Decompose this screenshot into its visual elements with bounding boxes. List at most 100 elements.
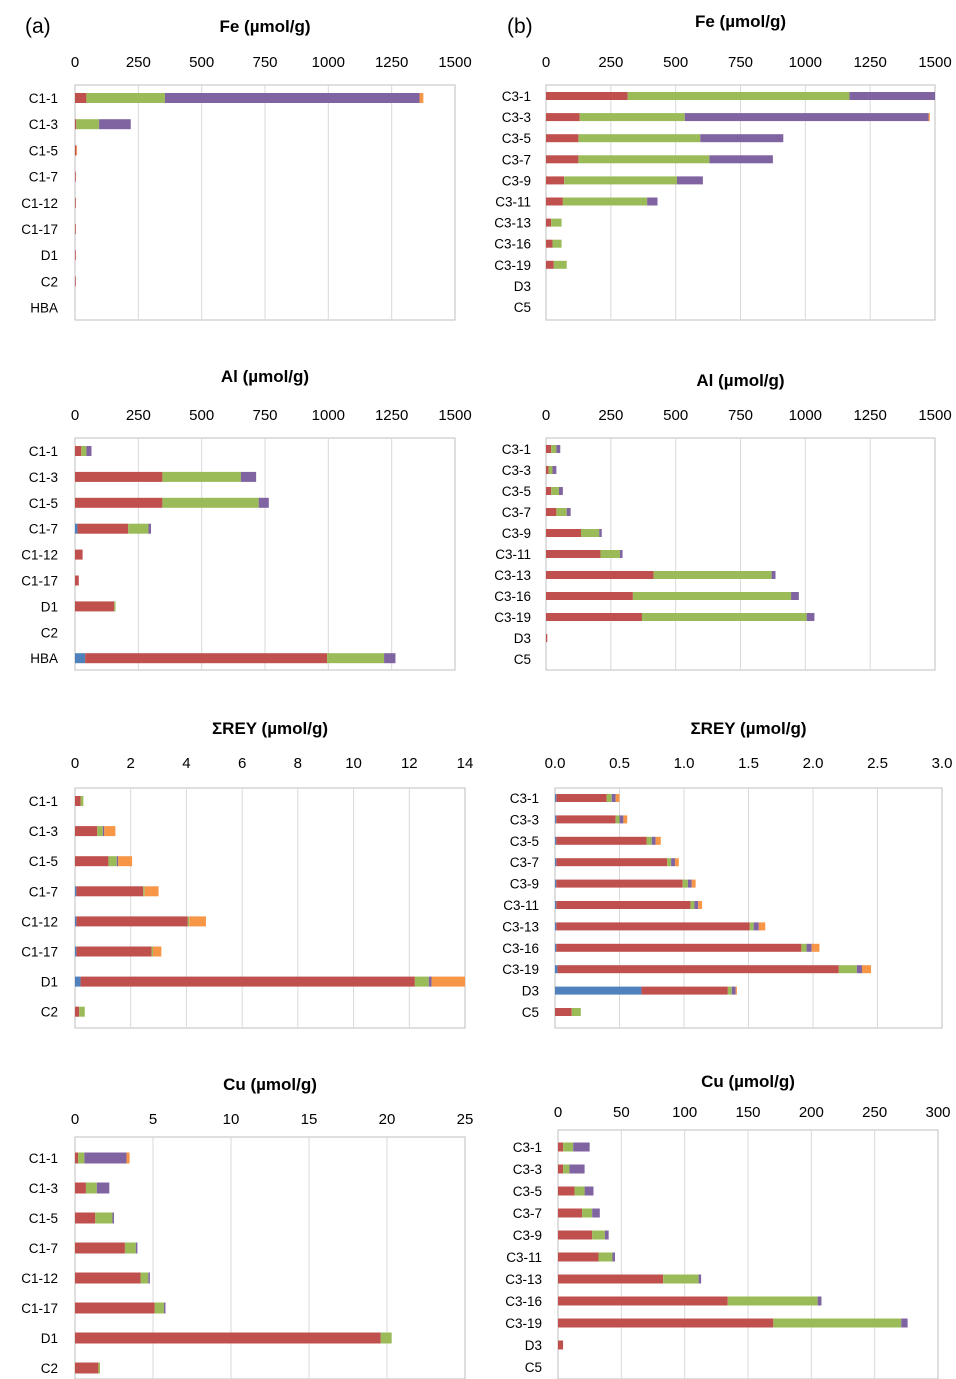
category-label: C3-16 [505,1294,542,1309]
category-label: HBA [30,301,58,316]
x-tick-label: 1000 [789,54,822,71]
x-tick-label: 14 [457,755,474,772]
panel-label-b: (b) [507,15,533,38]
bar-segment [651,836,656,845]
category-label: C3-9 [513,1228,542,1243]
bar-segment [189,916,206,927]
bar-segment [124,1242,136,1254]
bar-segment [163,1302,166,1314]
bar-segment [558,1230,593,1240]
bar-segment [75,575,79,586]
x-tick-label: 200 [799,1104,824,1121]
bar-segment [75,523,78,534]
bar-segment [694,901,699,909]
x-tick-label: 6 [238,755,246,772]
bar-segment [128,523,149,534]
bar-segment [75,1302,155,1314]
bar-segment [187,916,190,927]
bar-segment [604,1230,609,1240]
bar-segment [546,613,642,621]
bar-segment [566,508,571,516]
bar-segment [86,446,92,456]
category-label: D3 [525,1338,542,1353]
bar-segment [619,815,624,824]
category-label: C1-17 [21,945,58,960]
bar-segment [556,836,647,845]
x-tick-label: 750 [728,54,753,71]
category-label: C5 [514,300,531,315]
bar-segment [258,497,269,508]
category-label: C3-13 [505,1272,542,1287]
bar-segment [81,446,87,456]
bar-segment [78,1152,85,1164]
bar-segment [75,1152,79,1164]
bar-segment [546,92,628,100]
category-label: C1-3 [29,117,58,132]
category-label: C3-9 [510,877,539,892]
category-label: C3-19 [505,1316,542,1331]
category-label: D1 [41,599,58,614]
category-label: C3-3 [502,110,531,125]
bar-segment [571,1008,581,1016]
x-tick-label: 500 [189,54,214,71]
bar-segment [619,550,623,558]
bar-segment [75,976,81,987]
bar-segment [75,1212,96,1224]
bar-segment [698,1274,702,1284]
category-label: C3-5 [510,834,539,849]
x-tick-label: 4 [182,755,190,772]
category-label: C1-12 [21,196,58,211]
x-tick-label: 0 [71,1111,79,1128]
bar-segment [555,879,557,888]
category-label: C3-7 [502,152,531,167]
bar-segment [555,836,557,845]
bar-segment [806,943,812,952]
category-label: C1-17 [21,1301,58,1316]
category-label: C3-7 [510,855,539,870]
bar-segment [623,815,628,824]
bar-segment [419,93,424,103]
bar-segment [240,471,257,482]
bar-segment [75,471,163,482]
category-label: C3-5 [502,484,531,499]
bar-segment [380,1332,392,1344]
category-label: C1-12 [21,548,58,563]
bar-segment [582,1208,593,1218]
x-tick-label: 0 [554,1104,562,1121]
bar-segment [791,592,799,600]
category-label: D1 [41,975,58,990]
chart-title: Fe (µmol/g) [219,17,310,36]
bar-segment [77,523,129,534]
category-label: C1-5 [29,143,58,158]
bar-segment [162,497,259,508]
x-tick-label: 0 [542,407,550,424]
bar-segment [75,93,87,103]
bar-segment [75,119,77,130]
bar-segment [327,653,385,664]
bar-segment [817,1296,822,1306]
category-label: C1-12 [21,914,58,929]
bar-segment [849,92,935,100]
category-label: C3-13 [494,568,531,583]
category-label: HBA [30,651,58,666]
x-tick-label: 1000 [312,407,345,424]
bar-segment [548,466,553,474]
bar-segment [674,858,679,867]
bar-segment [928,113,930,122]
category-label: C1-12 [21,1271,58,1286]
chart-title: ΣREY (µmol/g) [212,719,328,738]
bar-segment [546,592,633,600]
bar-segment [771,571,776,579]
bar-segment [75,250,76,261]
category-label: C1-5 [29,854,58,869]
bar-segment [555,901,557,909]
category-label: D3 [522,984,539,999]
bar-segment [556,794,607,802]
bar-segment [75,1182,86,1194]
bar-segment [546,508,557,516]
x-tick-label: 1250 [375,54,408,71]
bar-segment [104,826,116,837]
chart-title: Al (µmol/g) [221,367,309,386]
x-tick-label: 1500 [438,407,471,424]
chart-title: Al (µmol/g) [696,371,784,390]
